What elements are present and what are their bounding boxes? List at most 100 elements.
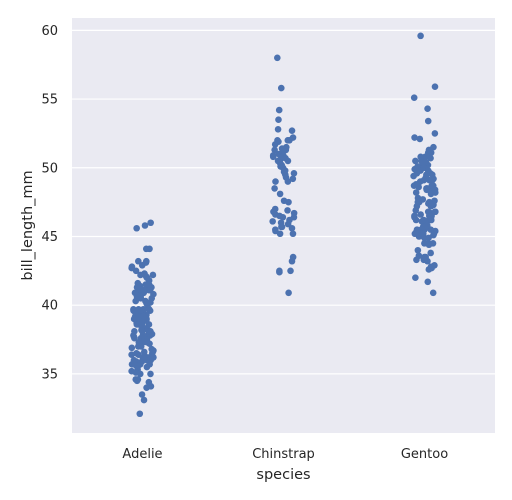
data-point xyxy=(143,299,150,306)
data-point xyxy=(275,116,282,123)
data-point xyxy=(282,154,289,162)
data-point xyxy=(421,253,428,261)
data-point xyxy=(130,315,138,323)
data-point xyxy=(282,174,290,181)
data-point xyxy=(413,256,420,264)
data-point xyxy=(284,137,292,144)
data-point xyxy=(147,328,154,335)
data-point xyxy=(134,282,142,290)
data-point xyxy=(134,376,142,383)
data-point xyxy=(269,153,277,161)
data-point xyxy=(147,370,154,378)
data-point xyxy=(133,224,140,232)
data-point xyxy=(424,105,431,112)
data-point xyxy=(427,249,434,257)
data-point xyxy=(290,169,298,177)
data-point xyxy=(143,384,150,391)
data-point xyxy=(145,378,153,386)
data-point xyxy=(430,230,438,238)
data-point xyxy=(141,222,149,229)
data-point xyxy=(280,197,288,205)
data-point xyxy=(128,367,135,375)
data-point xyxy=(424,240,432,247)
data-point xyxy=(287,267,294,275)
data-point xyxy=(142,259,150,266)
data-point xyxy=(138,391,146,398)
data-point xyxy=(289,134,297,141)
x-tick-labels: Adelie Chinstrap Gentoo xyxy=(122,447,448,462)
data-point xyxy=(428,201,436,209)
data-point xyxy=(142,245,150,253)
data-point xyxy=(428,264,435,272)
data-point xyxy=(423,222,431,229)
data-point xyxy=(139,332,147,339)
data-point xyxy=(431,130,439,137)
data-point xyxy=(275,138,282,145)
data-point xyxy=(281,167,289,174)
data-point xyxy=(140,312,147,320)
data-point xyxy=(412,157,419,165)
y-axis-label: bill_length_mm xyxy=(20,170,36,280)
data-point xyxy=(430,143,437,151)
data-point xyxy=(424,278,432,286)
data-point xyxy=(145,286,153,294)
data-point xyxy=(145,306,153,313)
data-point xyxy=(412,189,420,196)
data-point xyxy=(149,348,157,356)
data-point xyxy=(410,172,417,180)
data-point xyxy=(414,246,422,254)
data-point xyxy=(427,213,435,221)
data-point xyxy=(423,185,430,192)
data-point xyxy=(140,396,148,404)
x-tick-label: Chinstrap xyxy=(252,447,315,462)
x-axis-label: species xyxy=(256,467,310,483)
data-point xyxy=(286,216,293,224)
data-point xyxy=(288,127,296,134)
data-point xyxy=(424,117,432,125)
data-point xyxy=(420,176,428,184)
data-point xyxy=(289,253,297,261)
data-point xyxy=(272,226,279,233)
y-tick-label: 50 xyxy=(41,161,58,176)
data-point xyxy=(146,356,153,364)
data-point xyxy=(417,32,424,40)
data-point xyxy=(427,154,434,162)
data-point xyxy=(128,351,135,358)
y-tick-label: 60 xyxy=(41,24,58,39)
data-point xyxy=(431,83,439,91)
data-point xyxy=(285,289,292,297)
data-point xyxy=(417,211,424,218)
data-point xyxy=(431,186,439,194)
data-point xyxy=(425,234,432,242)
data-point xyxy=(428,171,436,178)
data-point xyxy=(413,202,421,210)
data-point xyxy=(276,190,284,198)
data-point xyxy=(416,135,424,143)
data-point xyxy=(271,185,278,192)
data-point xyxy=(289,175,297,183)
data-point xyxy=(412,274,419,282)
x-tick-label: Gentoo xyxy=(401,447,448,462)
data-point xyxy=(427,190,435,198)
data-point xyxy=(429,289,437,297)
data-point xyxy=(132,362,140,369)
data-point xyxy=(284,207,291,214)
data-point xyxy=(412,180,420,188)
data-points xyxy=(128,32,439,418)
data-point xyxy=(135,257,142,265)
data-point xyxy=(275,106,283,114)
data-point xyxy=(419,230,427,238)
data-point xyxy=(426,176,433,184)
data-point xyxy=(128,264,135,272)
data-point xyxy=(142,273,150,280)
data-point xyxy=(150,290,157,298)
data-point xyxy=(420,216,428,224)
data-point xyxy=(288,224,296,232)
data-point xyxy=(272,178,279,185)
data-point xyxy=(277,84,285,92)
y-tick-label: 45 xyxy=(41,230,58,245)
data-point xyxy=(133,292,141,299)
data-point xyxy=(128,344,136,352)
data-point xyxy=(278,223,285,231)
